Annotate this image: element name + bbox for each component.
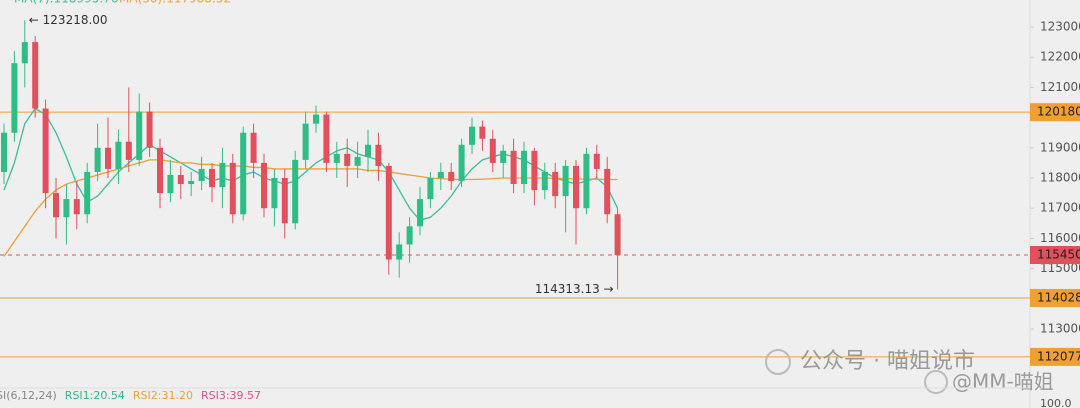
candle-body	[604, 168, 611, 215]
candle-body	[365, 144, 371, 157]
candle-body	[417, 199, 423, 227]
y-tick-label: 115000.00	[1040, 261, 1080, 275]
candle-body	[146, 111, 153, 148]
candle-body	[1, 132, 7, 172]
candle-body	[167, 174, 174, 194]
candle-body	[32, 42, 39, 109]
rsi-legend: SI(6,12,24)	[0, 389, 57, 402]
price-label-box	[1030, 246, 1080, 265]
candle-body	[73, 199, 80, 215]
y-tick-label: 121000.00	[1040, 80, 1080, 94]
candle-body	[489, 138, 496, 163]
candle-body	[53, 193, 59, 218]
candle-body	[573, 165, 579, 209]
candle-body	[510, 150, 517, 185]
y-tick-label: 122000.00	[1040, 50, 1080, 64]
candle-body	[63, 199, 70, 218]
candle-body	[344, 153, 351, 166]
ma-legend: MA(30):117988.52	[119, 0, 231, 6]
candle-body	[94, 147, 101, 172]
candle-body	[448, 171, 455, 182]
candle-body	[177, 174, 184, 185]
candle-body	[11, 63, 18, 133]
candle-body	[427, 178, 434, 200]
annotation: 114313.13 →	[535, 282, 614, 296]
candle-body	[354, 156, 361, 166]
y-tick-label: 118000.00	[1040, 171, 1080, 185]
price-label: 112077	[1037, 349, 1080, 363]
candle-body	[125, 141, 132, 160]
candle-body	[531, 150, 538, 191]
candle-body	[521, 150, 527, 185]
candle-body	[209, 168, 215, 188]
price-label-box	[1030, 103, 1080, 122]
candle-body	[469, 126, 475, 145]
y-tick-label: 123000.00	[1040, 19, 1080, 33]
candle-body	[271, 178, 278, 209]
price-label-box	[1030, 347, 1080, 366]
price-label: 115450	[1037, 248, 1080, 262]
candle-body	[479, 126, 486, 139]
rsi-legend: RSI3:39.57	[201, 389, 261, 402]
rsi-legend: RSI1:20.54	[65, 389, 125, 402]
candle-body	[229, 162, 236, 215]
candle-body	[188, 181, 195, 185]
rsi-tick-label: 100.0	[1040, 397, 1072, 408]
candle-body	[396, 244, 403, 260]
candle-body	[198, 168, 205, 182]
candle-body	[42, 108, 49, 194]
rsi-legend: RSI2:31.20	[133, 389, 193, 402]
candle-body	[323, 114, 330, 163]
candle-body	[313, 114, 319, 124]
candle-body	[292, 159, 299, 224]
candle-body	[333, 153, 340, 163]
watermark: @MM-喵姐	[952, 370, 1054, 394]
candle-body	[406, 226, 413, 245]
candle-body	[614, 214, 621, 256]
candle-body	[562, 165, 569, 197]
candle-body	[385, 165, 392, 260]
candle-body	[115, 141, 122, 169]
watermark: 公众号 · 喵姐说市	[800, 349, 975, 374]
watermark-icon	[765, 349, 791, 375]
candle-body	[583, 153, 590, 209]
candle-body	[437, 171, 444, 179]
candle-body	[261, 162, 267, 209]
candle-body	[240, 132, 247, 215]
candle-body	[105, 147, 111, 169]
candle-body	[302, 123, 309, 160]
price-label: 114028	[1037, 290, 1080, 304]
y-tick-label: 119000.00	[1040, 140, 1080, 154]
candle-body	[552, 171, 559, 197]
candle-body	[136, 111, 143, 160]
candle-body	[21, 42, 28, 64]
candle-body	[219, 162, 226, 188]
watermark-icon	[924, 370, 948, 394]
candle-body	[157, 147, 163, 194]
candle-body	[541, 171, 548, 191]
candle-body	[458, 144, 465, 182]
y-tick-label: 113000.00	[1040, 322, 1080, 336]
candle-body	[281, 178, 288, 224]
candle-body	[593, 153, 600, 169]
y-tick-label: 116000.00	[1040, 231, 1080, 245]
candle-body	[375, 144, 382, 166]
y-tick-label: 117000.00	[1040, 201, 1080, 215]
annotation: ← 123218.00	[29, 13, 108, 27]
price-label: 120180	[1037, 105, 1080, 119]
ma-legend: MA(7):118995.76	[14, 0, 119, 6]
candle-body	[84, 171, 91, 215]
candle-body	[500, 150, 507, 163]
price-label-box	[1030, 288, 1080, 307]
candle-body	[250, 132, 257, 163]
